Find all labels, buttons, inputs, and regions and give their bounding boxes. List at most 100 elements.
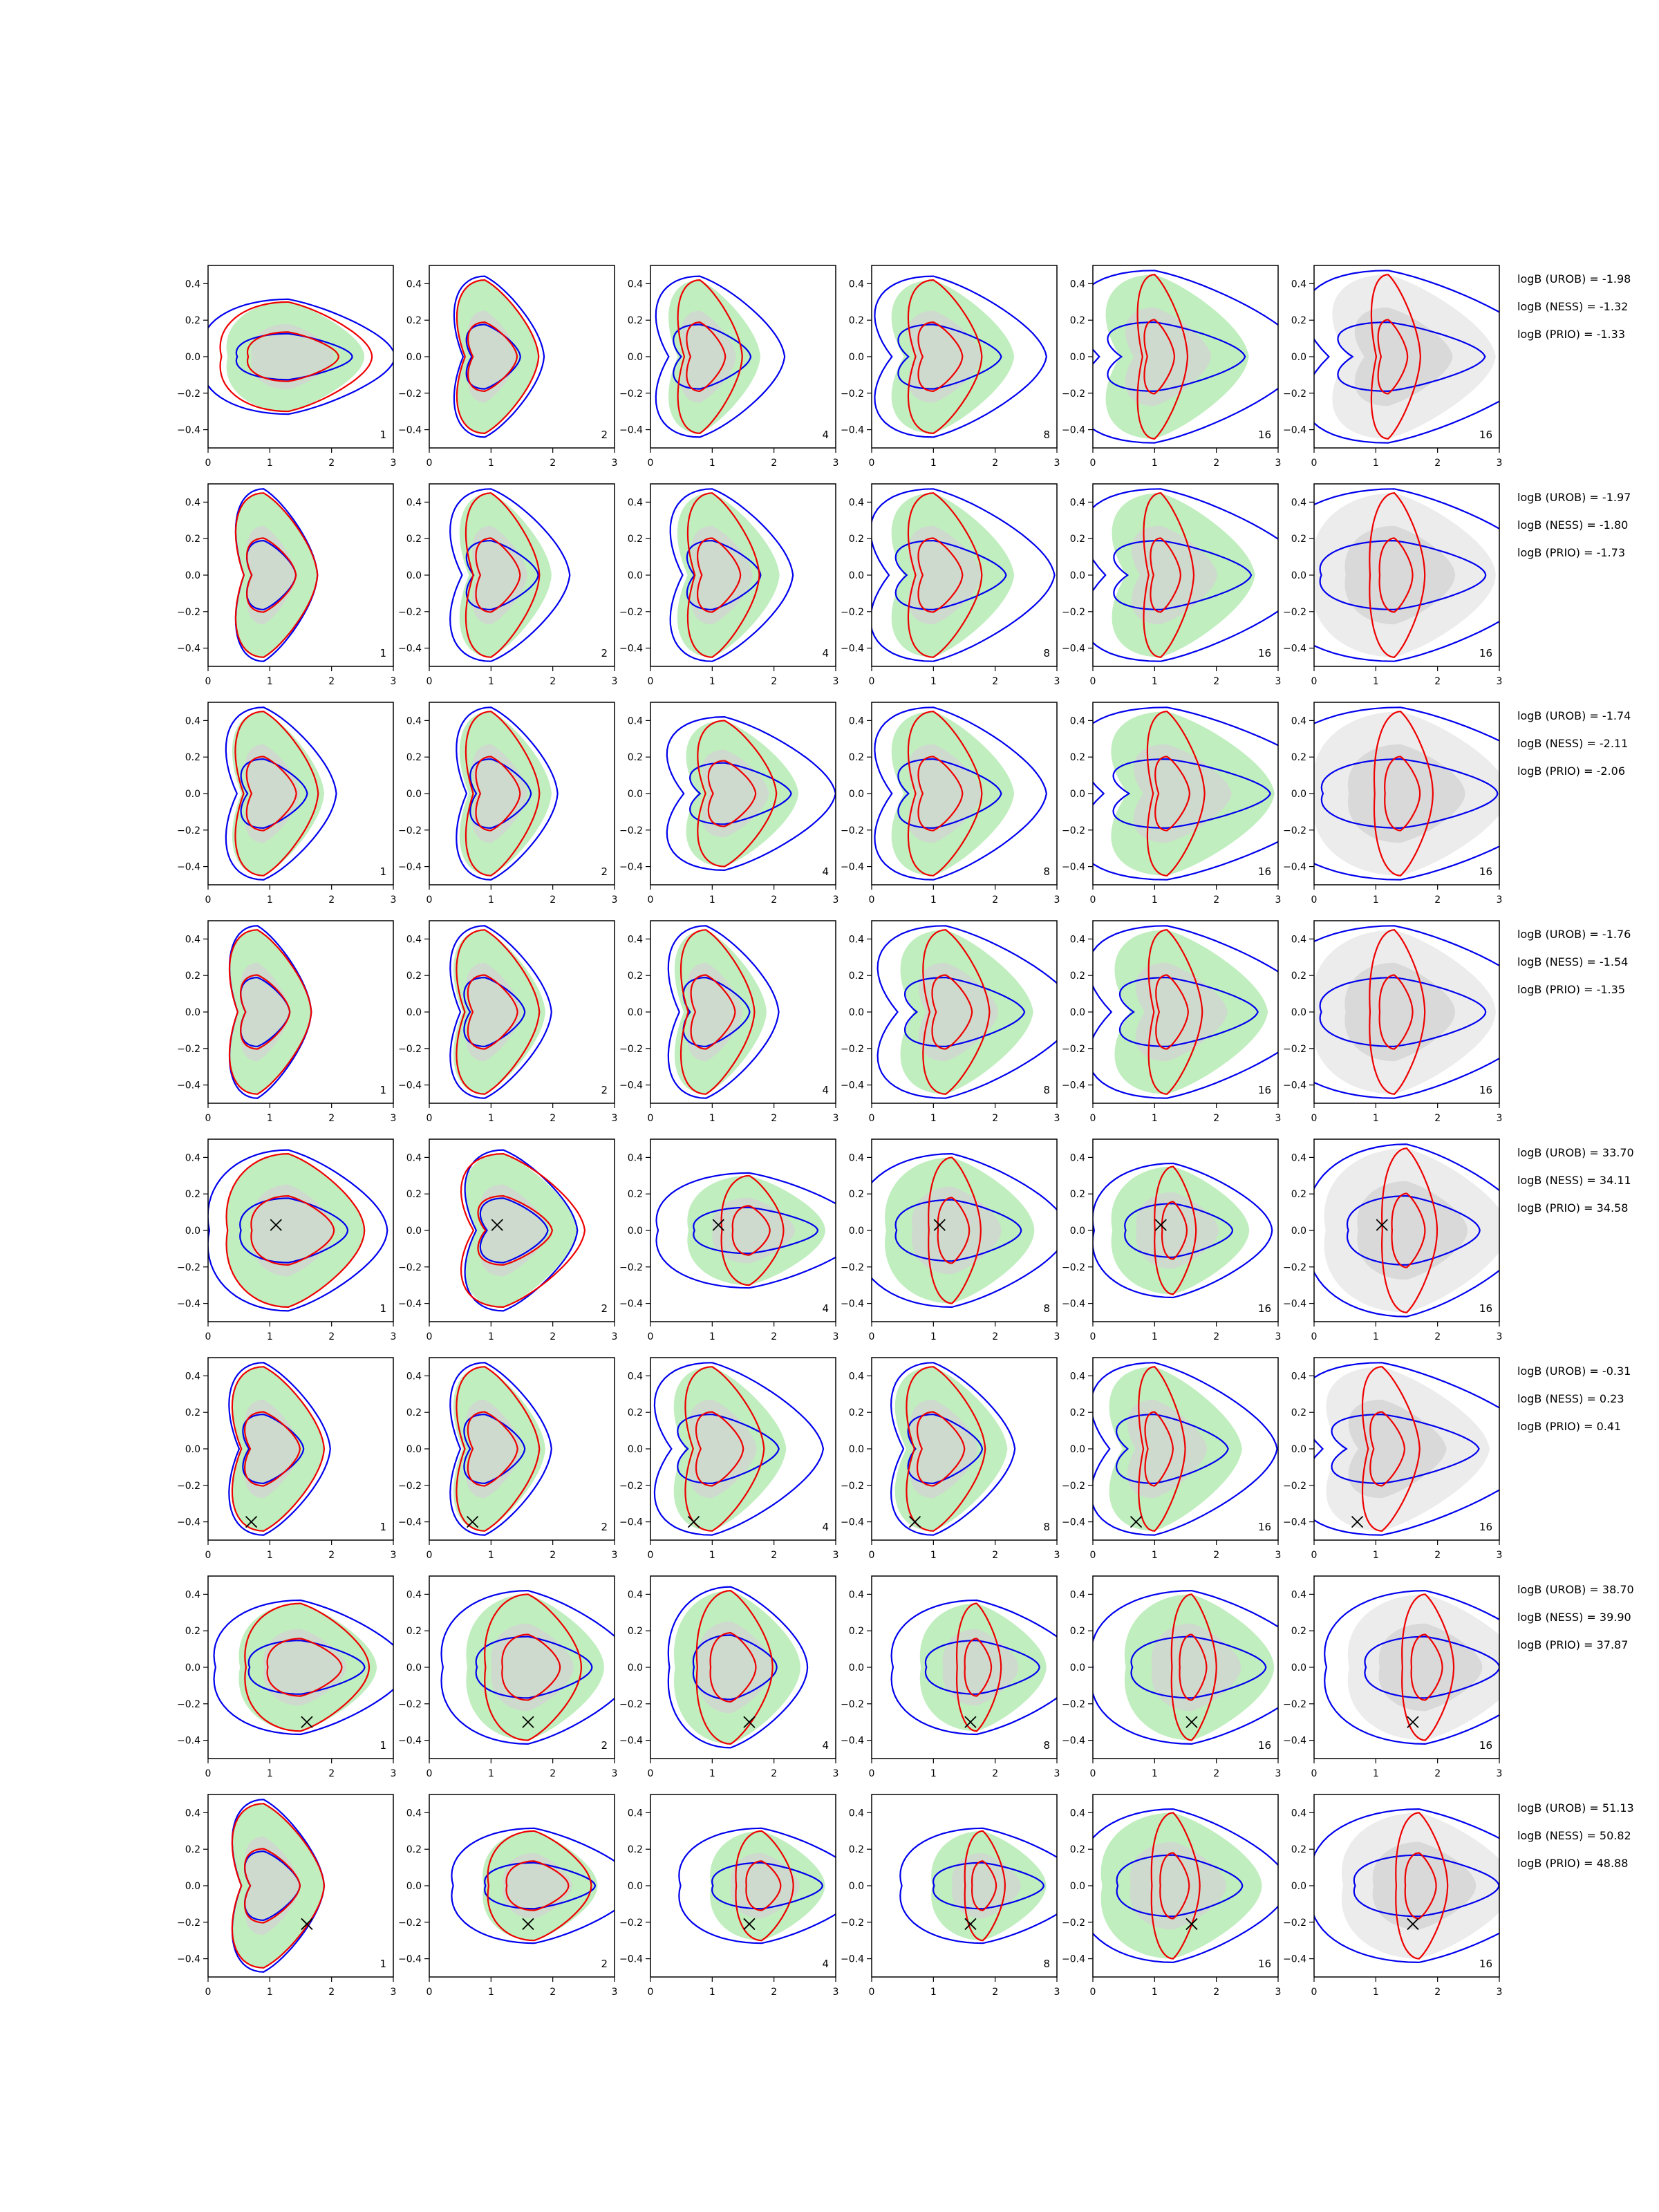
x-tick-label: 1: [488, 1550, 494, 1561]
y-tick-label: −0.2: [1283, 388, 1306, 400]
y-tick-label: 0.4: [185, 1589, 200, 1600]
blue-contour: [897, 324, 1002, 390]
red-contour: [475, 537, 521, 613]
blue-contour: [235, 332, 353, 381]
blue-contour: [225, 706, 337, 881]
y-tick-label: −0.2: [398, 1699, 422, 1710]
panel-r6-c1: 0 1 2 3 0.4 0.2 0.0 −0.2 −0.4 1: [177, 1357, 396, 1561]
x-tick-label: 2: [992, 1768, 998, 1779]
y-tick-label: 0.4: [1291, 715, 1306, 727]
y-tick-label: −0.2: [398, 607, 422, 618]
y-tick-label: 0.2: [406, 315, 422, 326]
blue-contour: [677, 1413, 780, 1485]
x-tick-label: 0: [1311, 894, 1318, 906]
density-fill-inner: [952, 1853, 1021, 1919]
y-tick-label: −0.2: [619, 1918, 643, 1929]
y-tick-label: 0.2: [849, 534, 864, 545]
red-contour: [735, 1830, 794, 1942]
x-tick-label: 0: [1090, 1768, 1096, 1779]
x-tick-label: 3: [1275, 1550, 1282, 1561]
y-tick-label: −0.4: [177, 1080, 200, 1091]
y-tick-label: 0.0: [185, 1007, 200, 1018]
y-tick-label: −0.4: [619, 1954, 643, 1965]
y-tick-label: −0.2: [1283, 1044, 1306, 1055]
y-tick-label: 0.2: [1070, 1189, 1085, 1200]
density-fill-inner: [911, 1186, 1002, 1275]
red-contour: [1147, 929, 1203, 1095]
x-tick-label: 1: [930, 1113, 937, 1124]
red-contour: [250, 1194, 335, 1266]
y-tick-label: 0.0: [406, 570, 422, 581]
red-contour: [745, 1860, 782, 1911]
y-tick-label: −0.2: [841, 1699, 864, 1710]
y-tick-label: 0.4: [1291, 1371, 1306, 1382]
y-tick-label: −0.4: [177, 1736, 200, 1747]
x-tick-label: 3: [612, 1331, 618, 1342]
y-tick-label: 0.2: [406, 1844, 422, 1855]
x-tick-label: 3: [833, 1987, 839, 1998]
red-contour: [697, 720, 778, 868]
panel-r4-c3: 0 1 2 3 0.4 0.2 0.0 −0.2 −0.4 4: [619, 920, 838, 1124]
x-tick-label: 1: [930, 676, 937, 687]
y-tick-label: 0.2: [185, 1407, 200, 1418]
y-tick-label: 0.4: [628, 1371, 643, 1382]
y-tick-label: −0.4: [1062, 644, 1085, 655]
y-tick-label: 0.2: [1070, 534, 1085, 545]
red-contour: [907, 492, 983, 658]
truth-marker: [245, 1515, 258, 1528]
x-tick-label: 3: [1497, 1768, 1503, 1779]
panel-number-label: 8: [1043, 647, 1050, 659]
panel-number-label: 8: [1043, 1084, 1050, 1096]
density-fill-inner: [251, 324, 335, 390]
logb-annotation: logB (UROB) = 33.70: [1517, 1146, 1634, 1159]
y-tick-label: −0.4: [1062, 1517, 1085, 1528]
y-tick-label: −0.2: [398, 1481, 422, 1492]
truth-marker: [743, 1918, 756, 1931]
blue-contour: [456, 706, 559, 881]
y-tick-label: −0.4: [1283, 1736, 1306, 1747]
blue-contour: [240, 758, 308, 830]
x-tick-label: 1: [1152, 458, 1158, 469]
y-tick-label: −0.2: [841, 1262, 864, 1273]
logb-annotation: logB (UROB) = -1.98: [1517, 272, 1631, 285]
y-tick-label: 0.2: [185, 1189, 200, 1200]
x-tick-label: 3: [833, 1768, 839, 1779]
blue-contour: [872, 1152, 1057, 1309]
x-tick-label: 1: [930, 1768, 937, 1779]
density-fill-inner: [1357, 1181, 1468, 1280]
x-tick-label: 0: [648, 1331, 654, 1342]
y-tick-label: 0.0: [849, 352, 864, 363]
x-tick-label: 2: [328, 1113, 335, 1124]
y-tick-label: −0.4: [398, 1080, 422, 1091]
y-tick-label: 0.4: [1070, 1589, 1085, 1600]
y-tick-label: 0.0: [406, 1444, 422, 1455]
y-tick-label: −0.4: [1283, 644, 1306, 655]
y-tick-label: −0.2: [177, 1262, 200, 1273]
logb-annotation: logB (NESS) = 34.11: [1517, 1174, 1631, 1187]
red-contour: [1378, 974, 1414, 1050]
y-tick-label: −0.2: [177, 607, 200, 618]
density-fill-inner: [908, 525, 982, 625]
density-fill-inner: [472, 744, 527, 843]
y-tick-label: −0.2: [177, 388, 200, 400]
red-contour: [234, 711, 319, 877]
panel-number-label: 1: [379, 1739, 386, 1752]
red-contour: [695, 1411, 744, 1487]
x-tick-label: 3: [1054, 458, 1060, 469]
x-tick-label: 1: [1152, 1331, 1158, 1342]
blue-contour: [666, 715, 836, 872]
density-fill-inner: [503, 1853, 572, 1919]
y-tick-label: 0.2: [1291, 1844, 1306, 1855]
y-tick-label: 0.2: [185, 1844, 200, 1855]
x-tick-label: 3: [1054, 1113, 1060, 1124]
blue-contour: [1346, 1194, 1481, 1266]
blue-contour: [1124, 1203, 1234, 1258]
red-contour: [1155, 974, 1190, 1050]
x-tick-label: 0: [205, 1113, 212, 1124]
red-contour: [955, 1602, 1002, 1732]
density-fill-inner: [245, 1836, 300, 1936]
y-tick-label: −0.2: [177, 825, 200, 836]
panel-r2-c5: 0 1 2 3 0.4 0.2 0.0 −0.2 −0.4 16: [1062, 483, 1281, 687]
x-tick-label: 3: [833, 1550, 839, 1561]
density-fill-inner: [1131, 525, 1218, 625]
